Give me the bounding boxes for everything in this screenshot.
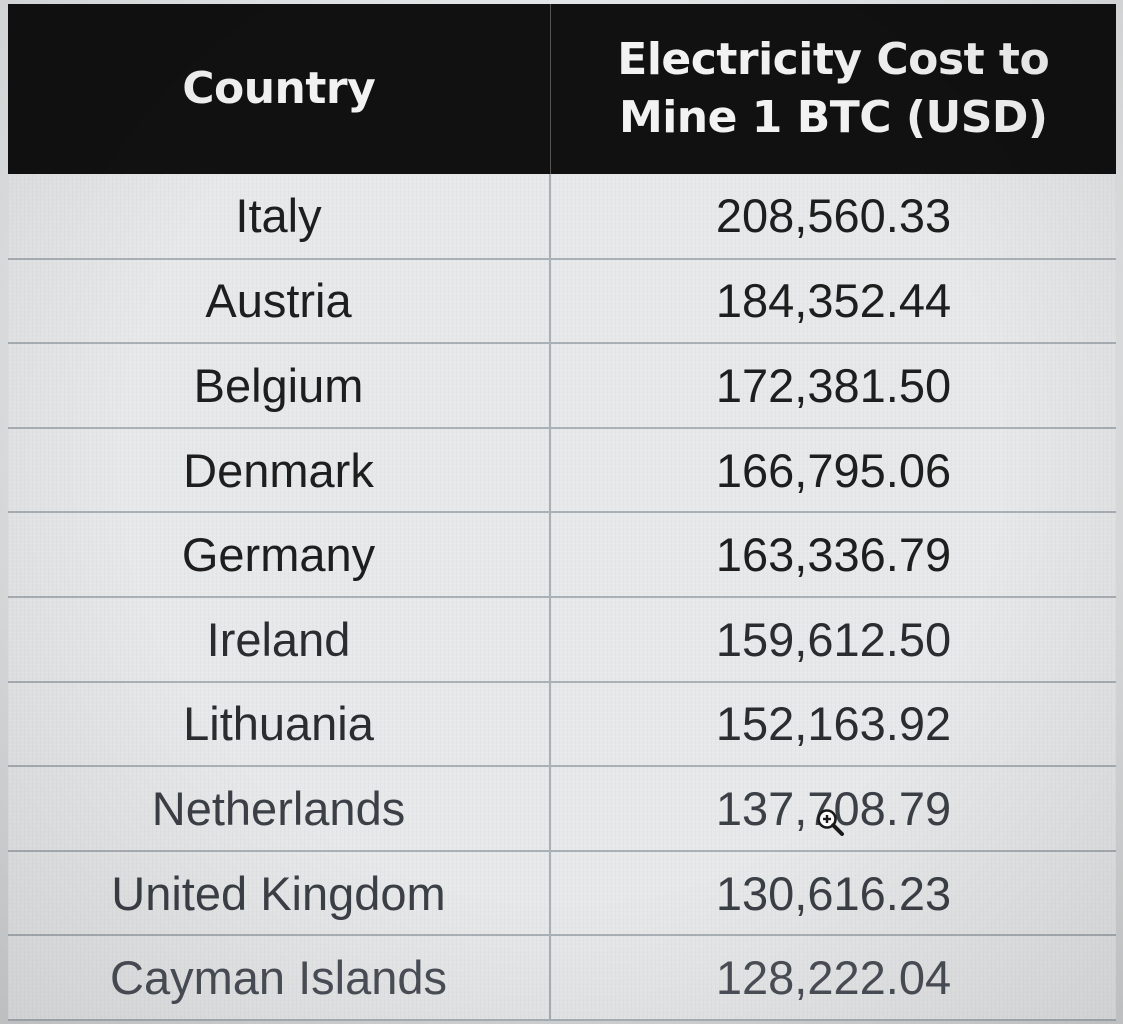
cost-cell[interactable]: 130,616.23: [550, 850, 1116, 937]
table-row: Ireland 159,612.50: [8, 596, 1116, 683]
table-row: Denmark 166,795.06: [8, 427, 1116, 514]
cost-cell[interactable]: 208,560.33: [550, 174, 1116, 260]
cost-cell[interactable]: 159,612.50: [550, 596, 1116, 683]
country-cell[interactable]: Cayman Islands: [8, 935, 551, 1021]
country-cell[interactable]: United Kingdom: [8, 850, 551, 937]
table-row: Germany 163,336.79: [8, 512, 1116, 598]
country-cell[interactable]: Germany: [8, 512, 551, 598]
cost-cell[interactable]: 166,795.06: [550, 427, 1116, 514]
zoom-in-cursor-icon: [817, 809, 844, 836]
country-cell[interactable]: Denmark: [8, 427, 551, 514]
cost-cell[interactable]: 184,352.44: [550, 258, 1116, 345]
country-cell[interactable]: Netherlands: [8, 766, 551, 852]
cost-cell[interactable]: 152,163.92: [550, 681, 1116, 768]
table-row: United Kingdom 130,616.23: [8, 850, 1116, 937]
cost-cell[interactable]: 128,222.04: [550, 935, 1116, 1021]
header-row: Country Electricity Cost to Mine 1 BTC (…: [8, 4, 1116, 174]
country-cell[interactable]: Italy: [8, 174, 551, 260]
cost-cell[interactable]: 163,336.79: [550, 512, 1116, 598]
column-header-country[interactable]: Country: [8, 4, 551, 174]
table-row: Cayman Islands 128,222.04: [8, 935, 1116, 1021]
country-cell[interactable]: Lithuania: [8, 681, 551, 768]
cost-cell[interactable]: 172,381.50: [550, 343, 1116, 429]
column-header-electricity-cost[interactable]: Electricity Cost to Mine 1 BTC (USD): [550, 4, 1116, 174]
country-cell[interactable]: Belgium: [8, 343, 551, 429]
table-row: Lithuania 152,163.92: [8, 681, 1116, 768]
country-cell[interactable]: Austria: [8, 258, 551, 345]
table-row: Italy 208,560.33: [8, 174, 1116, 260]
country-cell[interactable]: Ireland: [8, 596, 551, 683]
table-row: Netherlands 137,708.79: [8, 766, 1116, 852]
table-row: Austria 184,352.44: [8, 258, 1116, 345]
btc-electricity-cost-table: Country Electricity Cost to Mine 1 BTC (…: [8, 4, 1116, 1021]
table-row: Belgium 172,381.50: [8, 343, 1116, 429]
